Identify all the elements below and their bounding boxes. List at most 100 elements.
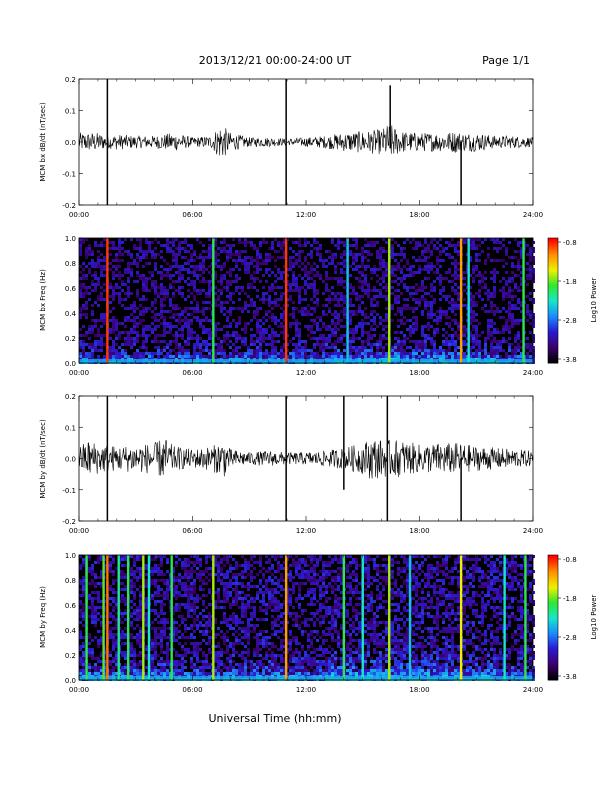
- colorbar-segment: [548, 275, 558, 279]
- spectrogram-band: [85, 555, 88, 680]
- spectrogram-band: [284, 238, 288, 363]
- colorbar-segment: [548, 617, 558, 621]
- colorbar-segment: [548, 354, 558, 358]
- colorbar-segment: [548, 613, 558, 616]
- colorbar-segment: [548, 571, 558, 575]
- x-axis-title: Universal Time (hh:mm): [209, 712, 342, 725]
- colorbar-tick-label: -2.8: [563, 317, 577, 325]
- x-tick-label: 12:00: [296, 686, 316, 694]
- spectrogram-band: [346, 238, 349, 363]
- colorbar-segment: [548, 625, 558, 629]
- colorbar-segment: [548, 288, 558, 291]
- colorbar-segment: [548, 352, 558, 356]
- colorbar-segment: [548, 663, 558, 666]
- x-tick-label: 00:00: [69, 369, 89, 377]
- spectrogram-band: [361, 555, 364, 680]
- spectrogram-band: [102, 555, 105, 680]
- y-tick-label: 0.8: [65, 260, 76, 268]
- y-tick-label: 0.4: [65, 310, 77, 318]
- x-tick-label: 06:00: [182, 686, 202, 694]
- colorbar-segment: [548, 327, 558, 331]
- colorbar-segment: [548, 563, 558, 566]
- colorbar-segment: [548, 615, 558, 618]
- colorbar-segment: [548, 283, 558, 287]
- colorbar-segment: [548, 242, 558, 245]
- panel-by-dbdt: MCM by dB/dt (nT/sec) -0.2 -0.1 0.0 0.1 0.2 0…: [39, 393, 543, 535]
- colorbar-segment: [548, 254, 558, 258]
- colorbar-segment: [548, 667, 558, 671]
- colorbar-segment: [548, 273, 558, 276]
- trace-line: [78, 439, 534, 479]
- y-tick-label: 0.6: [65, 285, 77, 293]
- colorbar-segment: [548, 602, 558, 606]
- spectrogram-band: [388, 238, 391, 363]
- colorbar-bx-label: Log10 Power: [590, 277, 598, 322]
- x-tick-label: 00:00: [69, 211, 89, 219]
- colorbar-segment: [548, 567, 558, 571]
- x-tick-label: 24:00: [523, 527, 543, 535]
- colorbar-segment: [548, 267, 558, 270]
- colorbar-segment: [548, 655, 558, 658]
- colorbar-frame: [547, 237, 559, 364]
- y-tick-label: 0.1: [65, 424, 76, 432]
- colorbar-frame: [547, 554, 559, 681]
- colorbar-segment: [548, 582, 558, 585]
- colorbar-segment: [548, 559, 558, 562]
- colorbar-segment: [548, 315, 558, 318]
- colorbar-segment: [548, 669, 558, 673]
- colorbar-segment: [548, 252, 558, 256]
- colorbar-segment: [548, 661, 558, 664]
- colorbar-segment: [548, 640, 558, 643]
- colorbar-segment: [548, 586, 558, 589]
- x-tick-label: 06:00: [182, 527, 202, 535]
- colorbar-segment: [548, 565, 558, 568]
- colorbar-segment: [548, 638, 558, 641]
- colorbar-segment: [548, 279, 558, 283]
- colorbar-segment: [548, 346, 558, 349]
- y-tick-label: 0.8: [65, 577, 76, 585]
- colorbar-segment: [548, 298, 558, 301]
- colorbar-tick-label: -3.8: [563, 356, 577, 364]
- colorbar-segment: [548, 338, 558, 341]
- colorbar-segment: [548, 569, 558, 573]
- colorbar-segment: [548, 323, 558, 326]
- x-tick-label: 00:00: [69, 686, 89, 694]
- page-number: Page 1/1: [482, 54, 530, 67]
- page-title: 2013/12/21 00:00-24:00 UT: [199, 54, 352, 67]
- colorbar-segment: [548, 673, 558, 677]
- colorbar-segment: [548, 590, 558, 593]
- colorbar-segment: [548, 561, 558, 564]
- panel-bx-spectrogram: MCM bx Freq (Hz) 0.0 0.2 0.4 0.6 0.8 1.0 00:00…: [39, 235, 598, 377]
- colorbar-tick-label: -1.8: [563, 278, 577, 286]
- y-tick-label: -0.2: [62, 518, 76, 526]
- colorbar-segment: [548, 313, 558, 316]
- spectrogram-band: [106, 238, 109, 363]
- colorbar-segment: [548, 619, 558, 623]
- colorbar-segment: [548, 344, 558, 347]
- colorbar-by: -0.8 -1.8 -2.8 -3.8: [547, 554, 577, 681]
- y-tick-label: 0.0: [65, 139, 76, 147]
- y-tick-label: -0.2: [62, 202, 76, 210]
- colorbar-tick-label: -0.8: [563, 556, 577, 564]
- x-tick-label: 12:00: [296, 369, 316, 377]
- spectrogram-band: [117, 555, 120, 680]
- colorbar-segment: [548, 281, 558, 285]
- panel-bx-spectrogram-ylabel: MCM bx Freq (Hz): [39, 269, 47, 331]
- y-tick-label: -0.1: [62, 171, 76, 179]
- y-tick-label: 1.0: [65, 552, 76, 560]
- spectrogram-band: [212, 555, 215, 680]
- colorbar-segment: [548, 296, 558, 299]
- spectrogram-band: [459, 555, 463, 680]
- spectrogram-band: [408, 555, 412, 680]
- colorbar-segment: [548, 630, 558, 633]
- colorbar-segment: [548, 557, 558, 560]
- x-tick-label: 24:00: [523, 211, 543, 219]
- colorbar-tick-label: -3.8: [563, 673, 577, 681]
- colorbar-segment: [548, 304, 558, 308]
- colorbar-segment: [548, 340, 558, 343]
- colorbar-segment: [548, 627, 558, 631]
- spectrogram-band: [284, 555, 288, 680]
- colorbar-segment: [548, 258, 558, 262]
- colorbar-segment: [548, 310, 558, 314]
- colorbar-segment: [548, 360, 558, 364]
